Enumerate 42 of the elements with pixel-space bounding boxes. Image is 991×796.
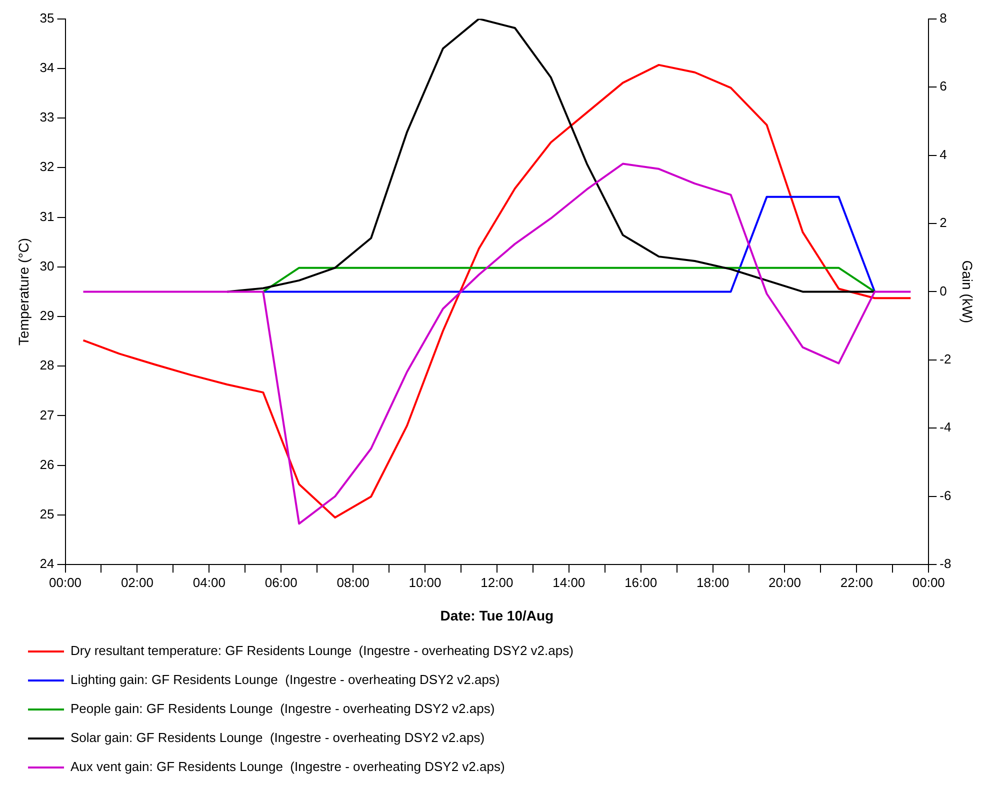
y2-tick-label: 0 (940, 283, 947, 298)
y-tick-label: 33 (40, 110, 54, 125)
x-tick-label: 00:00 (48, 574, 82, 590)
x-tick-label: 02:00 (120, 574, 154, 590)
x-tick-label: 20:00 (768, 574, 802, 590)
x-axis-title: Date: Tue 10/Aug (440, 607, 554, 624)
y-tick-label: 28 (40, 358, 54, 373)
y-tick-label: 32 (40, 159, 54, 174)
y2-tick-label: 6 (940, 78, 947, 94)
x-tick-label: 22:00 (840, 574, 873, 590)
y2-tick-label: -8 (940, 556, 952, 572)
x-tick-label: 04:00 (192, 574, 226, 590)
y2-tick-label: 2 (940, 215, 947, 230)
legend-label: Aux vent gain: GF Residents Lounge (Ingestre - overheating DSY2 v2.aps) (70, 759, 505, 774)
y-tick-label: 25 (40, 506, 54, 522)
x-tick-label: 12:00 (480, 574, 514, 590)
y-tick-label: 24 (40, 556, 54, 572)
y-tick-label: 26 (40, 456, 54, 472)
x-tick-label: 14:00 (552, 574, 586, 590)
x-tick-label: 08:00 (336, 574, 370, 590)
y-tick-label: 31 (40, 208, 54, 224)
y-tick-label: 30 (40, 258, 54, 274)
x-tick-label: 06:00 (264, 574, 298, 590)
legend-label: Solar gain: GF Residents Lounge (Ingestre - overheating DSY2 v2.aps) (70, 730, 485, 746)
y2-axis-title: Gain (kW) (960, 260, 976, 324)
x-tick-label: 00:00 (912, 574, 945, 590)
y-axis-title: Temperature (°C) (15, 238, 32, 346)
y-tick-label: 35 (40, 10, 54, 26)
y2-tick-label: -2 (940, 352, 952, 367)
y2-tick-label: -6 (940, 488, 952, 503)
legend-label: People gain: GF Residents Lounge (Ingestre - overheating DSY2 v2.aps) (70, 701, 495, 716)
legend-label: Lighting gain: GF Residents Lounge (Ingestre - overheating DSY2 v2.aps) (70, 672, 500, 688)
x-tick-label: 18:00 (696, 574, 730, 590)
x-tick-label: 16:00 (624, 574, 658, 590)
y2-tick-label: 4 (940, 146, 947, 162)
y2-tick-label: 8 (940, 10, 947, 26)
y-tick-label: 29 (40, 308, 54, 324)
y-tick-label: 34 (40, 60, 54, 75)
y-tick-label: 27 (40, 407, 54, 422)
y2-tick-label: -4 (940, 420, 952, 435)
x-tick-label: 10:00 (408, 574, 442, 590)
legend-label: Dry resultant temperature: GF Residents Lounge (Ingestre - overheating DSY2 v2.aps) (70, 643, 574, 658)
